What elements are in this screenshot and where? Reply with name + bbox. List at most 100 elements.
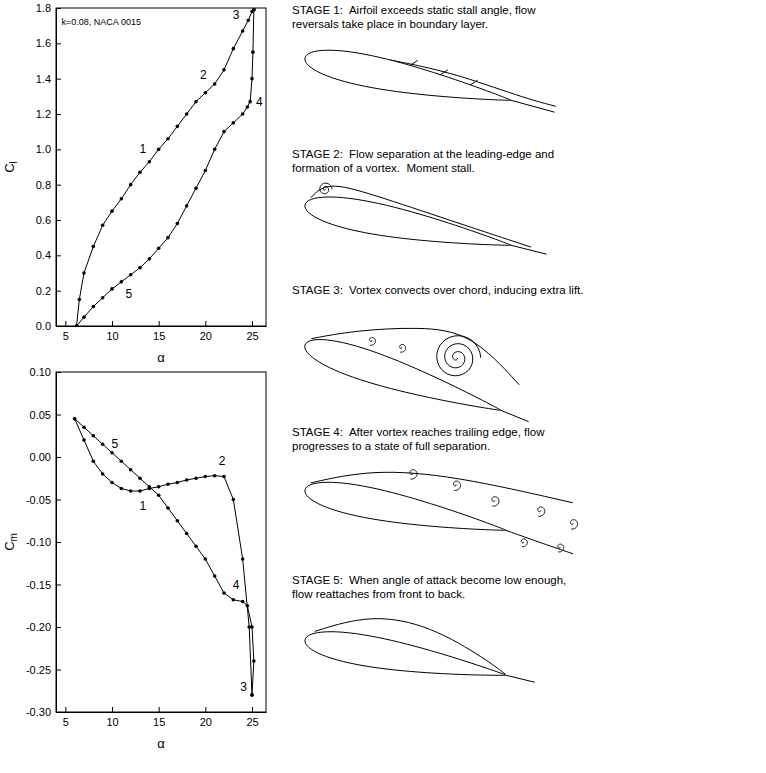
data-point (232, 121, 236, 125)
y-tick-label: -0.10 (26, 536, 51, 548)
y-tick-mark (56, 43, 61, 44)
x-axis-line (57, 326, 267, 327)
y-tick-mark (56, 220, 61, 221)
data-point (213, 474, 217, 478)
y-tick-mark (56, 114, 61, 115)
reversal-mark (440, 70, 447, 75)
y-tick: 1.4 (36, 73, 61, 85)
y-tick-label: 0.2 (36, 285, 51, 297)
x-tick-mark (205, 321, 206, 326)
vortex (400, 344, 406, 352)
y-axis-title-part: C (2, 163, 17, 172)
x-tick-mark (112, 321, 113, 326)
airfoil (305, 197, 510, 245)
data-point (194, 186, 198, 190)
x-tick-mark (65, 321, 66, 326)
stage-description: When angle of attack become low enough, (349, 574, 566, 586)
data-point (250, 77, 254, 81)
stage-label: STAGE 4: (292, 426, 343, 438)
series-line (77, 10, 254, 326)
vortex (453, 481, 460, 490)
plot-frame (56, 8, 266, 326)
x-axis-title: α (157, 736, 165, 751)
x-tick: 15 (153, 707, 165, 728)
vortex (320, 183, 332, 194)
vortex (370, 337, 376, 345)
data-point (75, 324, 79, 326)
x-tick-label: 20 (200, 330, 212, 342)
y-tick-label: 1.6 (36, 37, 51, 49)
y-tick: 0.2 (36, 285, 61, 297)
y-tick-mark (56, 415, 61, 416)
vortex (521, 539, 527, 547)
x-tick-label: 15 (153, 330, 165, 342)
y-tick-label: -0.20 (26, 621, 51, 633)
x-tick-mark (205, 707, 206, 712)
plot-area (73, 417, 256, 697)
x-tick-mark (252, 707, 253, 712)
y-tick-label: -0.30 (26, 706, 51, 718)
x-tick-label: 20 (200, 716, 212, 728)
y-tick-label: 0.0 (36, 320, 51, 332)
sketch (305, 470, 578, 554)
data-point (248, 100, 252, 104)
data-point (138, 489, 142, 493)
data-point (138, 266, 142, 270)
x-tick: 20 (200, 321, 212, 342)
data-point (176, 481, 180, 485)
vortex (492, 497, 499, 506)
stage-description: Vortex convects over chord, inducing ext… (349, 284, 584, 296)
stage-description: reversals take place in boundary layer. (292, 18, 488, 30)
data-point (92, 434, 96, 438)
data-point (110, 209, 114, 213)
y-tick-label: 1.2 (36, 108, 51, 120)
data-point (185, 532, 189, 536)
x-tick-label: 25 (246, 716, 258, 728)
y-tick: -0.30 (26, 706, 61, 718)
data-point (204, 169, 208, 173)
point-label: 1 (139, 499, 146, 513)
chart-panel: 510152025-0.30-0.25-0.20-0.15-0.10-0.050… (2, 366, 267, 751)
x-tick-label: 10 (106, 330, 118, 342)
plot-frame (56, 372, 266, 712)
data-point (73, 417, 77, 421)
data-point (185, 112, 189, 116)
wake-line (500, 410, 529, 422)
y-tick-mark (56, 542, 61, 543)
data-point (250, 693, 254, 697)
reversal-mark (470, 80, 477, 85)
point-label: 5 (125, 287, 132, 301)
data-point (129, 489, 133, 493)
data-point (120, 197, 124, 201)
x-tick-label: 5 (63, 716, 69, 728)
data-point (73, 417, 77, 421)
data-point (92, 245, 96, 249)
x-tick-mark (159, 321, 160, 326)
data-point (138, 171, 142, 175)
y-tick-label: -0.25 (26, 664, 51, 676)
x-tick-mark (65, 707, 66, 712)
data-point (82, 315, 86, 319)
data-point (232, 47, 236, 51)
chart-panel: 5101520250.00.20.40.60.81.01.21.41.61.8α… (2, 2, 267, 365)
data-point (166, 137, 170, 141)
data-point (241, 29, 245, 33)
stage-label: STAGE 3: (292, 284, 343, 296)
series-line (77, 10, 254, 326)
data-point (241, 557, 245, 561)
x-tick-mark (159, 707, 160, 712)
series-line (75, 419, 254, 695)
y-tick-label: 0.6 (36, 214, 51, 226)
series-line (75, 419, 252, 695)
data-point (157, 485, 161, 489)
data-point (78, 298, 82, 302)
x-tick: 25 (246, 321, 258, 342)
data-point (204, 475, 208, 479)
stage-text: STAGE 1:Airfoil exceeds static stall ang… (292, 4, 536, 30)
data-point (204, 91, 208, 95)
airfoil (305, 50, 510, 100)
y-tick-mark (56, 326, 61, 327)
data-point (185, 204, 189, 208)
data-point (232, 498, 236, 502)
y-axis: 0.00.20.40.60.81.01.21.41.61.8 (36, 2, 61, 332)
